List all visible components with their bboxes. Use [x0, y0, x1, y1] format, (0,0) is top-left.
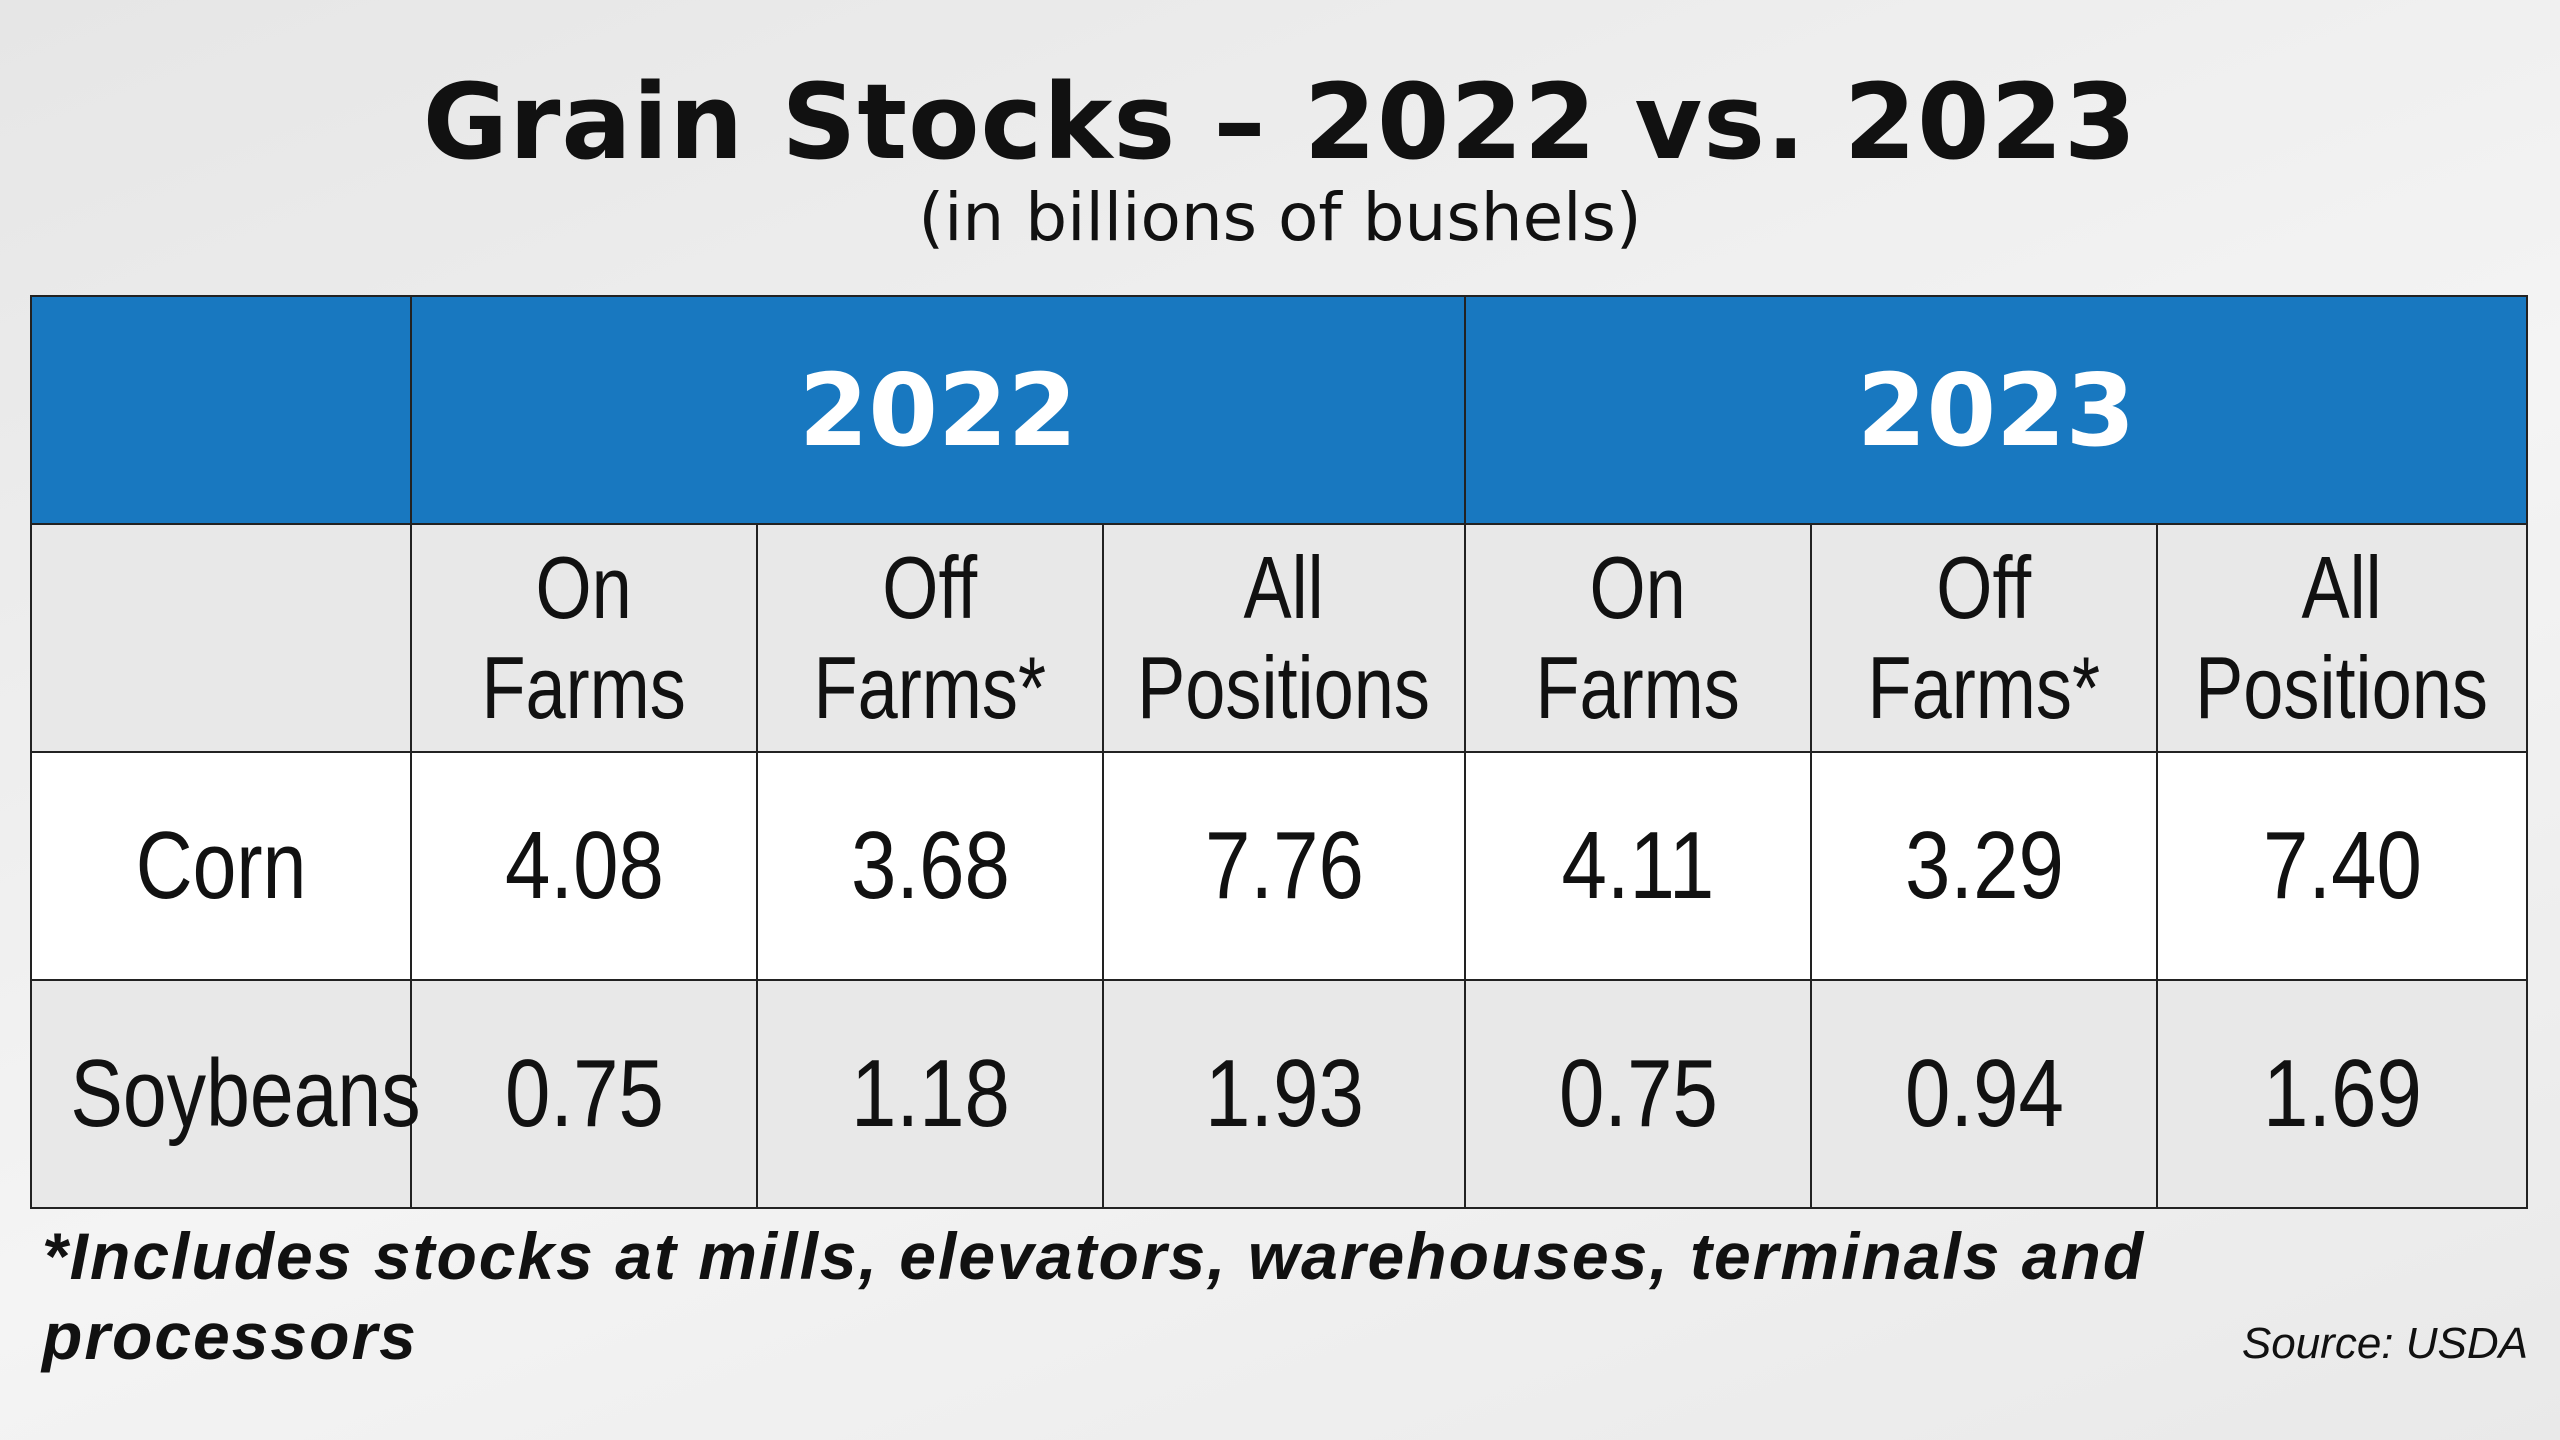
value-text: 1.93 [1204, 1040, 1364, 1147]
column-header-0: On Farms [410, 523, 758, 753]
chart-title: Grain Stocks – 2022 vs. 2023 [422, 61, 2138, 183]
data-body: Corn 4.08 3.68 7.76 4.11 3.29 7.40 Soybeans 0.75… [30, 751, 2529, 1209]
value-text: 1.18 [850, 1040, 1010, 1147]
value-text: 4.11 [1561, 812, 1715, 919]
year-header-2022: 2022 [409, 295, 1467, 525]
grain-stocks-table: 2022 2023 On Farms Off Farms* All Positions On… [30, 295, 2529, 1209]
column-header-2: All Positions [1101, 523, 1467, 753]
year-header-row: 2022 2023 [30, 295, 2529, 525]
value-text: 0.75 [1558, 1040, 1718, 1147]
column-header-line1: On [1589, 538, 1687, 637]
value-text: 1.69 [2262, 1040, 2422, 1147]
year-header-2023: 2023 [1464, 295, 2529, 525]
column-header-line1: All [1243, 538, 1325, 637]
value-text: 0.94 [1904, 1040, 2064, 1147]
column-header-line2: Positions [1137, 638, 1431, 737]
column-header-5: All Positions [2156, 523, 2529, 753]
column-header-line2: Farms* [1867, 638, 2101, 737]
column-header-line1: All [2301, 538, 2383, 637]
value-text: 0.75 [504, 1040, 664, 1147]
table-row: Soybeans 0.75 1.18 1.93 0.75 0.94 1.69 [30, 979, 2529, 1209]
value-cell: 1.69 [2156, 979, 2529, 1209]
corner-cell-sub [30, 523, 412, 753]
value-cell: 7.40 [2156, 751, 2529, 981]
value-cell: 0.75 [410, 979, 758, 1209]
value-cell: 1.93 [1101, 979, 1467, 1209]
value-cell: 4.11 [1464, 751, 1813, 981]
value-cell: 0.94 [1810, 979, 2159, 1209]
column-header-line1: On [535, 538, 633, 637]
value-cell: 7.76 [1101, 751, 1467, 981]
column-header-row: On Farms Off Farms* All Positions On Farms Off Fa… [30, 523, 2529, 753]
value-text: 4.08 [504, 812, 664, 919]
column-header-line2: Farms* [813, 638, 1047, 737]
value-text: 7.40 [2262, 812, 2422, 919]
column-header-1: Off Farms* [756, 523, 1104, 753]
value-text: 3.29 [1904, 812, 2064, 919]
corner-cell [30, 295, 412, 525]
row-label-text: Corn [135, 812, 307, 919]
value-cell: 3.68 [756, 751, 1104, 981]
row-label: Soybeans [30, 979, 421, 1209]
column-header-3: On Farms [1464, 523, 1813, 753]
value-cell: 0.75 [1464, 979, 1813, 1209]
value-cell: 3.29 [1810, 751, 2159, 981]
column-header-line1: Off [882, 538, 978, 637]
value-text: 7.76 [1204, 812, 1364, 919]
value-cell: 4.08 [410, 751, 758, 981]
table-row: Corn 4.08 3.68 7.76 4.11 3.29 7.40 [30, 751, 2529, 981]
column-header-line2: Farms [481, 638, 687, 737]
column-header-line2: Farms [1535, 638, 1741, 737]
chart-subtitle: (in billions of bushels) [918, 179, 1642, 256]
value-cell: 1.18 [756, 979, 1104, 1209]
column-header-line2: Positions [2195, 638, 2489, 737]
row-label-text: Soybeans [70, 1040, 421, 1147]
footnote: *Includes stocks at mills, elevators, wa… [42, 1219, 2146, 1373]
column-header-line1: Off [1936, 538, 2032, 637]
column-header-4: Off Farms* [1810, 523, 2159, 753]
source-credit: Source: USDA [2241, 1319, 2528, 1368]
row-label: Corn [30, 751, 412, 981]
value-text: 3.68 [850, 812, 1010, 919]
